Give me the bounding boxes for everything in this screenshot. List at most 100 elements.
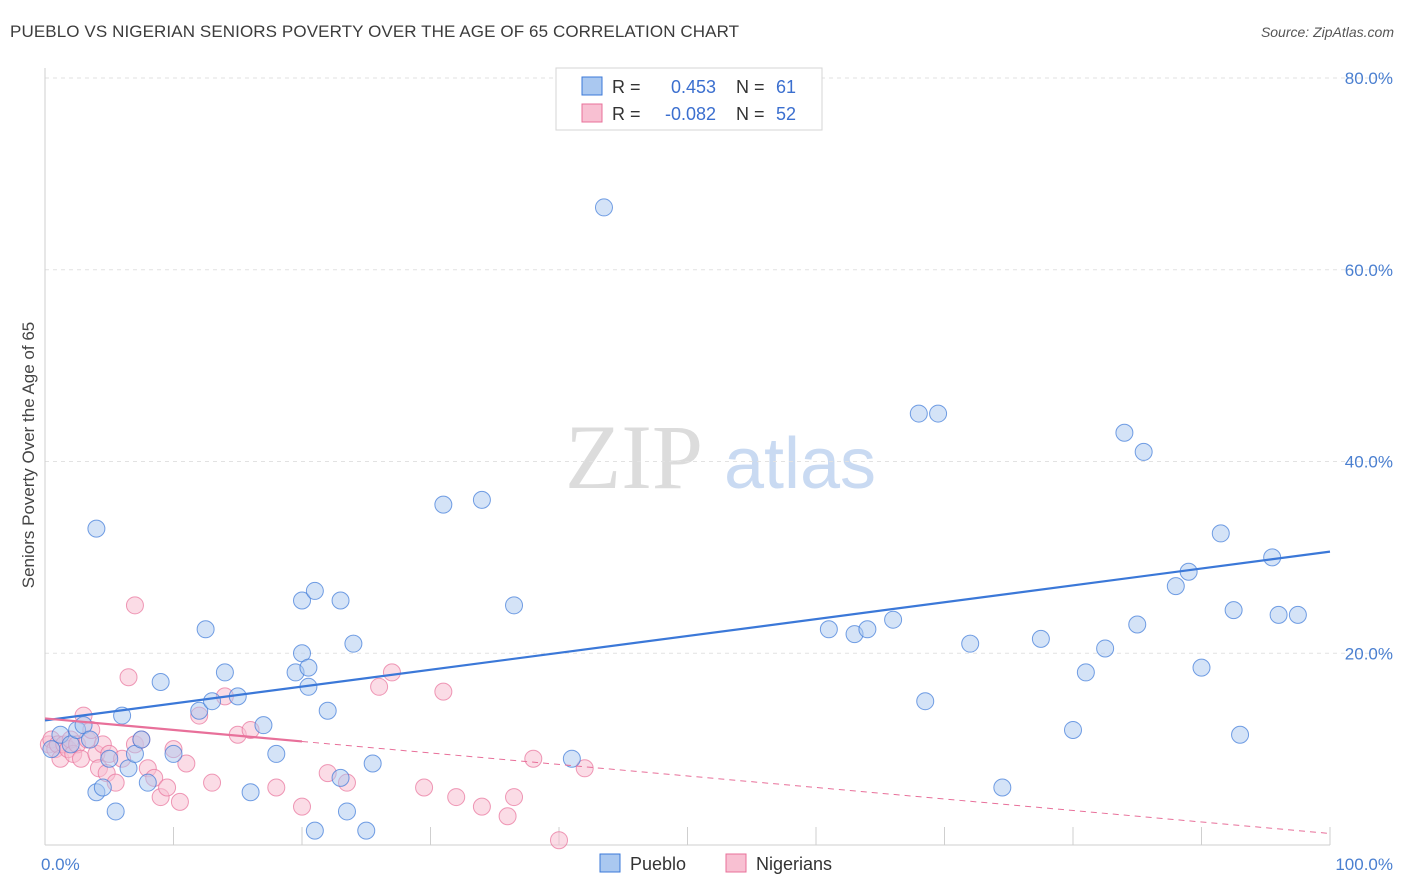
pueblo-point	[916, 692, 935, 711]
nigerians-point	[415, 778, 434, 797]
trend-lines	[44, 550, 1331, 834]
pueblo-trend-line	[44, 550, 1331, 722]
legend-swatch-nigerians	[581, 103, 603, 123]
pueblo-point	[132, 730, 151, 749]
pueblo-point	[331, 591, 350, 610]
pueblo-point	[331, 768, 350, 787]
pueblo-point	[100, 749, 119, 768]
nigerians-point	[170, 792, 189, 811]
pueblo-point	[305, 821, 324, 840]
pueblo-point	[344, 634, 363, 653]
pueblo-point	[505, 596, 524, 615]
nigerians-point	[550, 831, 568, 850]
pueblo-point	[1231, 725, 1250, 744]
nigerians-point	[382, 663, 401, 682]
pueblo-point	[196, 620, 215, 639]
source-label: Source: ZipAtlas.com	[1260, 24, 1394, 40]
bottom-legend-nigerians: Nigerians	[756, 854, 832, 874]
nigerians-point	[472, 797, 491, 816]
nigerians-point	[434, 682, 453, 701]
pueblo-point	[1224, 601, 1243, 620]
nigerians-point	[575, 759, 594, 778]
pueblo-point	[80, 730, 99, 749]
pueblo-point	[190, 701, 209, 720]
pueblo-point	[1288, 605, 1307, 624]
nigerians-point	[203, 773, 222, 792]
legend-n-label-nigerians: N =	[736, 104, 765, 124]
pueblo-point	[1192, 658, 1211, 677]
nigerians-point	[119, 668, 138, 687]
pueblo-point	[241, 783, 260, 802]
legend-n-value-nigerians: 52	[776, 104, 796, 124]
y-tick-label: 20.0%	[1345, 644, 1393, 663]
chart-title: PUEBLO VS NIGERIAN SENIORS POVERTY OVER …	[10, 22, 740, 41]
nigerians-point	[125, 596, 144, 615]
nigerians-point	[505, 788, 524, 807]
legend-r-label-nigerians: R =	[612, 104, 641, 124]
pueblo-point	[1076, 663, 1095, 682]
nigerians-point	[447, 788, 466, 807]
legend-r-label-pueblo: R =	[612, 77, 641, 97]
pueblo-point	[357, 821, 376, 840]
pueblo-point	[299, 658, 318, 677]
pueblo-point	[909, 404, 928, 423]
x-tick-labels: 0.0% 100.0%	[41, 855, 1393, 874]
nigerians-point	[498, 807, 517, 826]
nigerians-point	[177, 754, 196, 773]
pueblo-point	[337, 802, 356, 821]
pueblo-point	[472, 490, 491, 509]
pueblo-point	[1031, 629, 1050, 648]
y-axis-label: Seniors Poverty Over the Age of 65	[19, 322, 38, 588]
pueblo-point	[1115, 423, 1134, 442]
legend-box: R = 0.453 N = 61 R = -0.082 N = 52	[555, 67, 823, 131]
pueblo-point	[434, 495, 453, 514]
axes	[44, 68, 1331, 846]
pueblo-point	[267, 744, 286, 763]
bottom-legend-swatch-pueblo	[599, 853, 621, 873]
pueblo-point	[1269, 605, 1288, 624]
watermark-zip: ZIP	[565, 406, 703, 508]
nigerians-point	[370, 677, 389, 696]
nigerians-trend-extension	[301, 740, 1331, 834]
pueblo-point	[1096, 639, 1115, 658]
pueblo-point	[1128, 615, 1147, 634]
pueblo-point	[993, 778, 1012, 797]
y-tick-label: 60.0%	[1345, 261, 1393, 280]
pueblo-point	[1064, 720, 1082, 739]
legend-r-value-pueblo: 0.453	[671, 77, 716, 97]
bottom-legend: Pueblo Nigerians	[599, 853, 832, 874]
nigerians-point	[71, 749, 90, 768]
y-tick-label: 40.0%	[1345, 453, 1393, 472]
legend-swatch-pueblo	[581, 76, 603, 96]
pueblo-point	[151, 673, 170, 692]
pueblo-point	[1134, 442, 1153, 461]
x-tick-label-min: 0.0%	[41, 855, 80, 874]
pueblo-point	[93, 778, 112, 797]
pueblo-point	[884, 610, 903, 629]
nigerians-point	[524, 749, 543, 768]
nigerians-trend-line	[44, 717, 303, 743]
legend-n-label-pueblo: N =	[736, 77, 765, 97]
watermark-atlas: atlas	[724, 424, 876, 504]
pueblo-point	[293, 591, 311, 610]
pueblo-points	[42, 198, 1307, 840]
pueblo-point	[42, 740, 61, 759]
pueblo-point	[254, 716, 273, 735]
nigerians-point	[267, 778, 286, 797]
pueblo-point	[1166, 577, 1185, 596]
pueblo-point	[318, 701, 337, 720]
pueblo-point	[164, 744, 183, 763]
pueblo-point	[363, 754, 382, 773]
bottom-legend-swatch-nigerians	[725, 853, 747, 873]
legend-r-value-nigerians: -0.082	[665, 104, 716, 124]
pueblo-point	[929, 404, 948, 423]
pueblo-point	[1211, 524, 1230, 543]
pueblo-point	[858, 620, 877, 639]
legend-n-value-pueblo: 61	[776, 77, 796, 97]
pueblo-point	[305, 581, 324, 600]
y-tick-labels: 20.0% 40.0% 60.0% 80.0%	[1345, 69, 1393, 663]
pueblo-point	[106, 802, 125, 821]
pueblo-point	[203, 692, 222, 711]
y-tick-label: 80.0%	[1345, 69, 1393, 88]
